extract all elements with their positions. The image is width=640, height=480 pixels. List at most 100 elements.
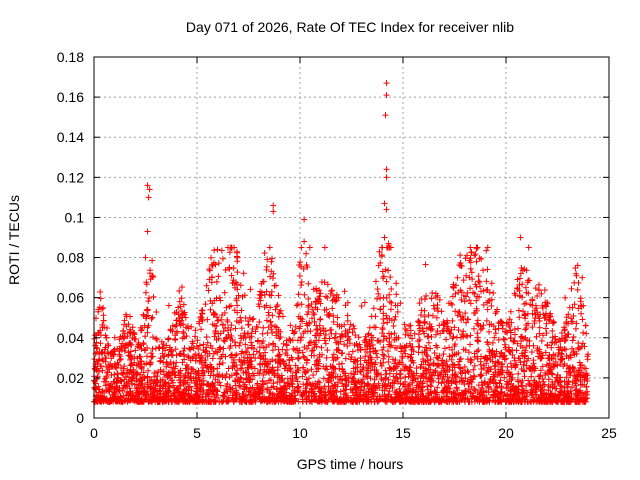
data-point (315, 356, 322, 363)
data-point (529, 324, 536, 331)
data-point (516, 314, 523, 321)
data-point (583, 330, 590, 337)
data-point (416, 300, 423, 307)
data-point (209, 355, 216, 362)
data-point (203, 333, 210, 340)
data-point (492, 310, 499, 317)
data-point (549, 327, 556, 334)
data-point (464, 333, 471, 340)
data-point (565, 311, 572, 318)
data-point (192, 327, 199, 334)
data-point (263, 266, 270, 273)
data-point (541, 287, 548, 294)
data-point (305, 295, 312, 302)
data-point (220, 345, 227, 352)
y-tick-label: 0.1 (65, 209, 85, 225)
data-point (467, 341, 474, 348)
data-point (480, 267, 487, 274)
data-point (324, 347, 331, 354)
data-point (471, 252, 478, 259)
data-point (217, 297, 224, 304)
data-point (348, 370, 355, 377)
data-point (211, 297, 218, 304)
data-point (379, 346, 386, 353)
data-point (277, 334, 284, 341)
y-tick-label: 0.18 (57, 49, 84, 65)
data-point (380, 316, 387, 323)
data-point (429, 289, 436, 296)
data-point (390, 322, 397, 329)
data-point (424, 353, 431, 360)
data-point (245, 321, 252, 328)
data-point (269, 255, 276, 262)
data-point (306, 339, 313, 346)
data-point (207, 306, 214, 313)
data-point (427, 356, 434, 363)
data-point (346, 326, 353, 333)
data-point (460, 277, 467, 284)
data-point (180, 328, 187, 335)
data-point (377, 305, 384, 312)
data-point (272, 282, 279, 289)
data-point (342, 355, 349, 362)
data-point (572, 325, 579, 332)
data-point (382, 112, 389, 119)
data-point (147, 359, 154, 366)
data-point (449, 352, 456, 359)
data-point (459, 370, 466, 377)
data-point (336, 365, 343, 372)
data-point (570, 333, 577, 340)
data-point (286, 336, 293, 343)
data-point (498, 349, 505, 356)
data-point (562, 294, 569, 301)
data-point (150, 293, 157, 300)
data-point (317, 290, 324, 297)
data-point (435, 379, 442, 386)
data-point (142, 289, 149, 296)
data-point (517, 234, 524, 241)
data-point (198, 326, 205, 333)
data-point (305, 302, 312, 309)
data-point (344, 317, 351, 324)
data-point (333, 291, 340, 298)
data-point (416, 319, 423, 326)
data-point (377, 259, 384, 266)
data-point (206, 267, 213, 274)
data-point (127, 362, 134, 369)
data-point (257, 354, 264, 361)
data-point (165, 351, 172, 358)
data-point (381, 352, 388, 359)
data-point (305, 280, 312, 287)
data-point (539, 332, 546, 339)
data-point (580, 329, 587, 336)
data-point (467, 244, 474, 251)
data-point (473, 283, 480, 290)
data-point (393, 291, 400, 298)
data-point (176, 382, 183, 389)
data-point (470, 325, 477, 332)
data-point (415, 338, 422, 345)
data-point (295, 384, 302, 391)
data-point (298, 244, 305, 251)
data-point (323, 354, 330, 361)
data-point (416, 336, 423, 343)
data-point (382, 367, 389, 374)
data-point (145, 298, 152, 305)
data-point (486, 289, 493, 296)
data-point (279, 313, 286, 320)
data-point (237, 282, 244, 289)
data-point (387, 274, 394, 281)
data-point (121, 348, 128, 355)
data-point (293, 302, 300, 309)
data-point (238, 307, 245, 314)
data-point (422, 261, 429, 268)
data-point (350, 322, 357, 329)
y-axis-label: ROTI / TECUs (6, 195, 22, 285)
data-point (301, 216, 308, 223)
data-point (532, 285, 539, 292)
data-point (428, 295, 435, 302)
data-point (474, 320, 481, 327)
data-point (180, 330, 187, 337)
data-point (236, 382, 243, 389)
data-point (153, 309, 160, 316)
